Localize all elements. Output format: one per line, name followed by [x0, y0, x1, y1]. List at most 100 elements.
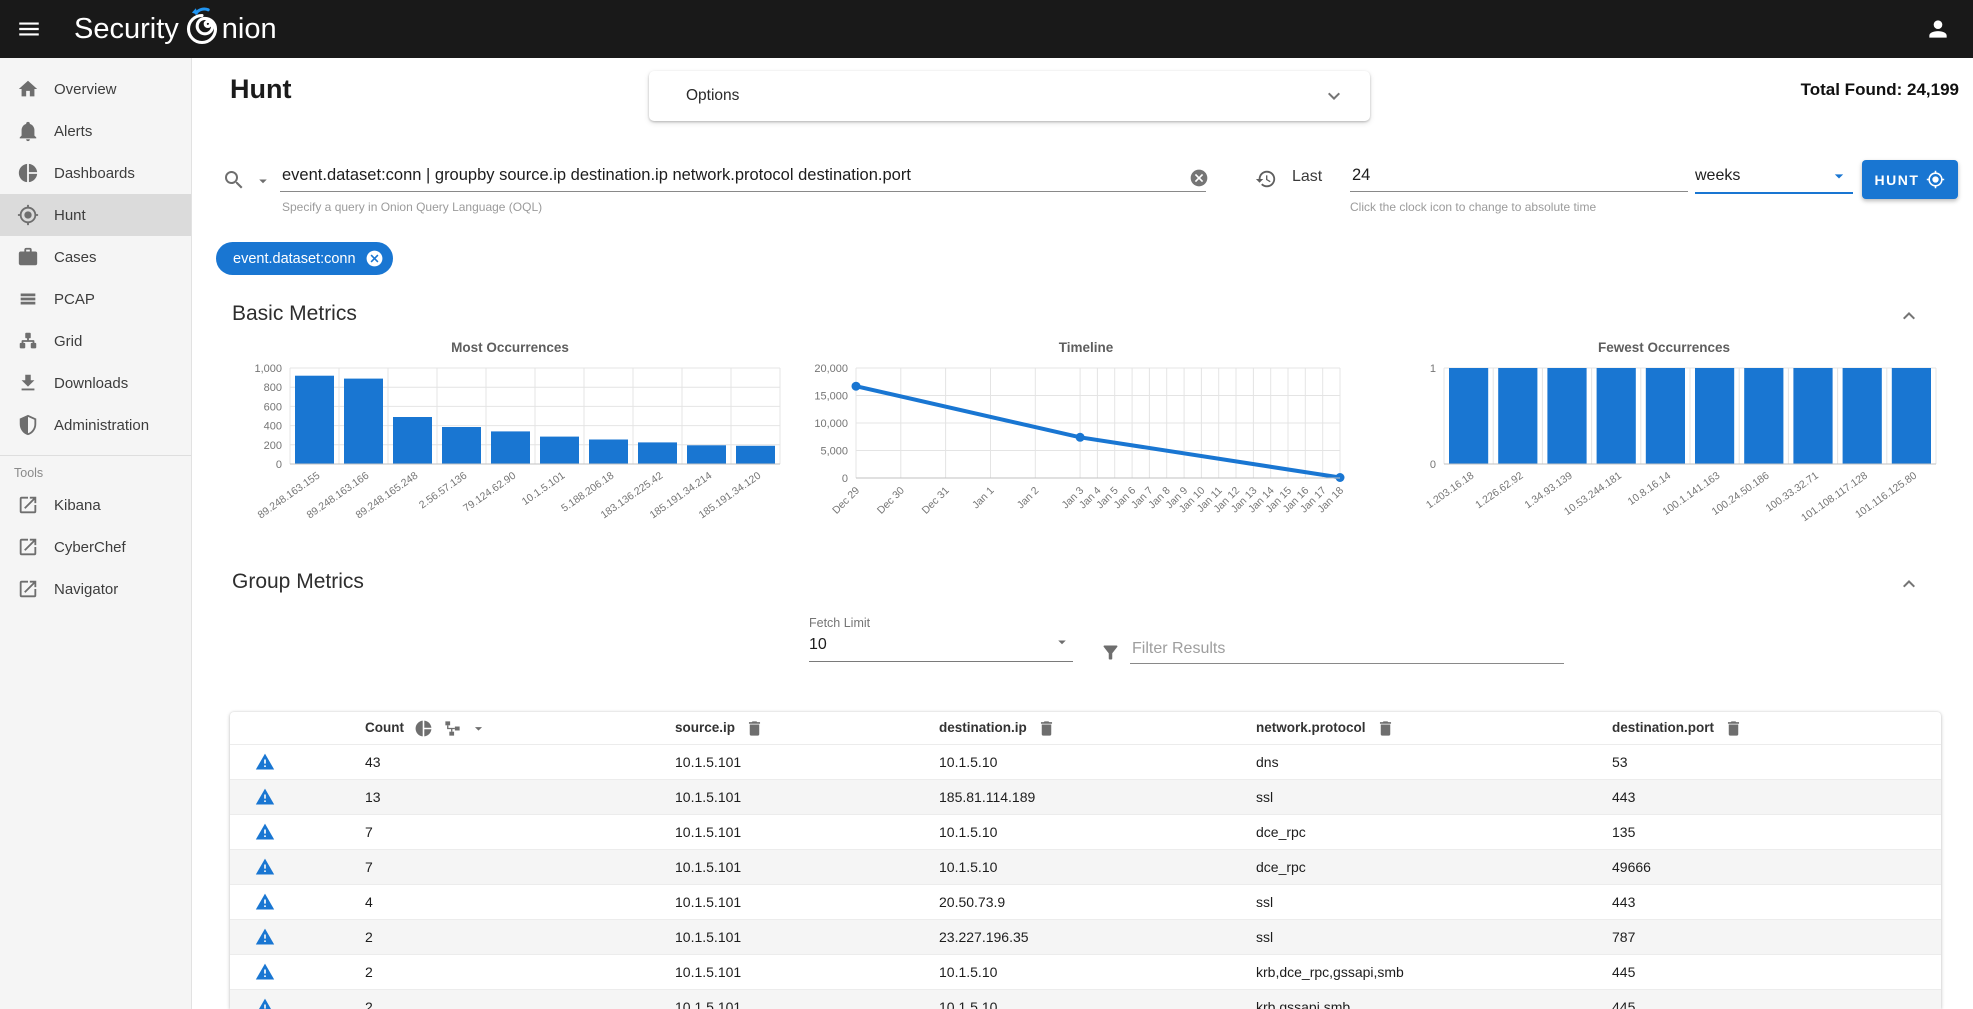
- fetch-limit-select[interactable]: Fetch Limit 10: [809, 616, 1073, 662]
- chart-plot[interactable]: 0 5,000 10,000 15,000 20,000 Dec 29 Dec 30 Dec …: [806, 360, 1366, 555]
- history-clock-icon[interactable]: [1255, 168, 1277, 190]
- sidebar-item-overview[interactable]: Overview: [0, 68, 191, 110]
- query-history-caret-icon[interactable]: [254, 172, 272, 190]
- sidebar-item-kibana[interactable]: Kibana: [0, 484, 191, 526]
- duration-units-select[interactable]: weeks: [1695, 160, 1853, 194]
- sidebar-item-administration[interactable]: Administration: [0, 404, 191, 446]
- cell-network.protocol[interactable]: dce_rpc: [1256, 859, 1306, 875]
- cell-Count[interactable]: 7: [365, 859, 373, 875]
- cell-network.protocol[interactable]: dce_rpc: [1256, 824, 1306, 840]
- delete-icon[interactable]: [1376, 719, 1395, 738]
- alert-icon[interactable]: [255, 962, 275, 982]
- cell-destination.port[interactable]: 445: [1612, 964, 1636, 980]
- alert-icon[interactable]: [255, 892, 275, 912]
- query-input[interactable]: [280, 160, 1206, 192]
- clear-query-icon[interactable]: [1189, 168, 1209, 188]
- close-circle-icon[interactable]: [365, 249, 384, 268]
- table-row: 4 10.1.5.101 20.50.73.9 ssl 443: [230, 884, 1941, 920]
- cell-destination.ip[interactable]: 10.1.5.10: [939, 754, 998, 770]
- chart-timeline[interactable]: Timeline 0 5,000 10,000 15,000 20,000 Dec 29 De…: [806, 340, 1366, 555]
- cell-source.ip[interactable]: 10.1.5.101: [675, 999, 742, 1009]
- cell-Count[interactable]: 43: [365, 754, 381, 770]
- menu-down-icon[interactable]: [470, 720, 487, 737]
- cell-source.ip[interactable]: 10.1.5.101: [675, 964, 742, 980]
- cell-destination.ip[interactable]: 23.227.196.35: [939, 929, 1029, 945]
- svg-text:0: 0: [842, 473, 848, 485]
- cell-destination.ip[interactable]: 10.1.5.10: [939, 824, 998, 840]
- table-header-row: Count source.ip destination.ip network.prot…: [230, 712, 1941, 745]
- cell-destination.port[interactable]: 443: [1612, 894, 1636, 910]
- sidebar-item-grid[interactable]: Grid: [0, 320, 191, 362]
- cell-source.ip[interactable]: 10.1.5.101: [675, 929, 742, 945]
- cell-network.protocol[interactable]: krb,dce_rpc,gssapi,smb: [1256, 964, 1404, 980]
- table-row: 2 10.1.5.101 10.1.5.10 krb,gssapi,smb 445: [230, 989, 1941, 1009]
- hunt-button[interactable]: HUNT: [1862, 160, 1958, 199]
- sidebar-item-alerts[interactable]: Alerts: [0, 110, 191, 152]
- sidebar-item-navigator[interactable]: Navigator: [0, 568, 191, 610]
- alert-icon[interactable]: [255, 822, 275, 842]
- cell-Count[interactable]: 2: [365, 964, 373, 980]
- sidebar-item-downloads[interactable]: Downloads: [0, 362, 191, 404]
- total-found-value: 24,199: [1907, 80, 1959, 99]
- alert-icon[interactable]: [255, 927, 275, 947]
- basic-metrics-collapse-icon[interactable]: [1897, 304, 1921, 328]
- cell-Count[interactable]: 13: [365, 789, 381, 805]
- cell-network.protocol[interactable]: krb,gssapi,smb: [1256, 999, 1351, 1009]
- table-body: 43 10.1.5.101 10.1.5.10 dns 53 13 10.1.5.101 18…: [230, 744, 1941, 1009]
- group-metrics-collapse-icon[interactable]: [1897, 572, 1921, 596]
- chart-plot[interactable]: 011.203.16.181.226.62.921.34.93.13910.53…: [1384, 360, 1944, 555]
- cell-network.protocol[interactable]: dns: [1256, 754, 1279, 770]
- cell-source.ip[interactable]: 10.1.5.101: [675, 789, 742, 805]
- sidebar-item-cases[interactable]: Cases: [0, 236, 191, 278]
- alert-icon[interactable]: [255, 752, 275, 772]
- duration-input[interactable]: [1350, 160, 1688, 192]
- security-onion-logo[interactable]: Security nion: [74, 7, 277, 48]
- menu-icon[interactable]: [16, 16, 42, 42]
- cell-destination.ip[interactable]: 10.1.5.10: [939, 859, 998, 875]
- chevron-down-icon[interactable]: [1322, 84, 1346, 108]
- chart-fewest-occurrences[interactable]: Fewest Occurrences 0 1 1.203.16.18 1.226.62.…: [1384, 340, 1944, 555]
- sidebar-item-cyberchef[interactable]: CyberChef: [0, 526, 191, 568]
- cell-source.ip[interactable]: 10.1.5.101: [675, 824, 742, 840]
- cell-destination.ip[interactable]: 10.1.5.10: [939, 999, 998, 1009]
- cell-destination.port[interactable]: 135: [1612, 824, 1636, 840]
- options-expansion-panel[interactable]: Options: [649, 71, 1370, 121]
- chart-most-occurrences[interactable]: Most Occurrences 0 200 400 600 800 1,000 89.248…: [230, 340, 790, 555]
- filter-chip[interactable]: event.dataset:conn: [216, 242, 393, 275]
- cell-Count[interactable]: 2: [365, 929, 373, 945]
- cell-destination.port[interactable]: 49666: [1612, 859, 1651, 875]
- alert-icon[interactable]: [255, 857, 275, 877]
- cell-network.protocol[interactable]: ssl: [1256, 789, 1274, 805]
- svg-text:5,000: 5,000: [820, 446, 848, 458]
- account-icon[interactable]: [1925, 16, 1951, 42]
- cell-source.ip[interactable]: 10.1.5.101: [675, 894, 742, 910]
- cell-source.ip[interactable]: 10.1.5.101: [675, 859, 742, 875]
- sidebar-item-hunt[interactable]: Hunt: [0, 194, 191, 236]
- chart-pie-icon[interactable]: [414, 719, 433, 738]
- cell-destination.ip[interactable]: 185.81.114.189: [939, 789, 1036, 805]
- cell-network.protocol[interactable]: ssl: [1256, 894, 1274, 910]
- cell-destination.port[interactable]: 53: [1612, 754, 1628, 770]
- cell-Count[interactable]: 2: [365, 999, 373, 1009]
- sidebar-item-dashboards[interactable]: Dashboards: [0, 152, 191, 194]
- alert-icon[interactable]: [255, 997, 275, 1009]
- cell-network.protocol[interactable]: ssl: [1256, 929, 1274, 945]
- cell-destination.port[interactable]: 443: [1612, 789, 1636, 805]
- cell-Count[interactable]: 4: [365, 894, 373, 910]
- table-row: 7 10.1.5.101 10.1.5.10 dce_rpc 49666: [230, 849, 1941, 885]
- sidebar-item-pcap[interactable]: PCAP: [0, 278, 191, 320]
- filter-results-input[interactable]: [1130, 634, 1564, 664]
- column-header-label: network.protocol: [1256, 719, 1366, 735]
- delete-icon[interactable]: [745, 719, 764, 738]
- cell-source.ip[interactable]: 10.1.5.101: [675, 754, 742, 770]
- chart-plot[interactable]: 02004006008001,00089.248.163.15589.248.1…: [230, 360, 790, 555]
- delete-icon[interactable]: [1724, 719, 1743, 738]
- delete-icon[interactable]: [1037, 719, 1056, 738]
- cell-destination.port[interactable]: 787: [1612, 929, 1636, 945]
- cell-Count[interactable]: 7: [365, 824, 373, 840]
- sankey-icon[interactable]: [443, 719, 462, 738]
- alert-icon[interactable]: [255, 787, 275, 807]
- cell-destination.ip[interactable]: 20.50.73.9: [939, 894, 1006, 910]
- cell-destination.port[interactable]: 445: [1612, 999, 1636, 1009]
- cell-destination.ip[interactable]: 10.1.5.10: [939, 964, 998, 980]
